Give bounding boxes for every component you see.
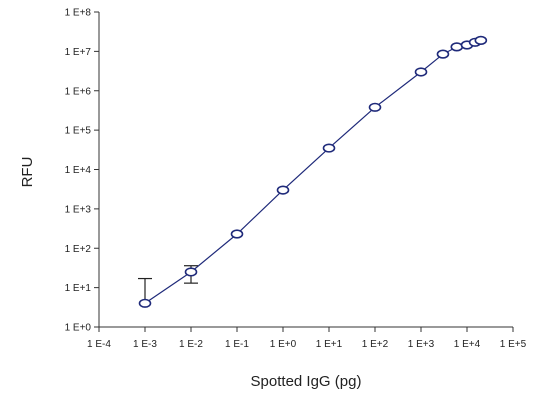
x-tick-label: 1 E-2 (179, 339, 203, 350)
x-tick-label: 1 E+5 (500, 339, 527, 350)
x-tick-label: 1 E-1 (225, 339, 249, 350)
data-point (230, 229, 244, 239)
ticks-layer: 1 E+0 1 E+1 1 E+2 1 E+3 1 E+4 1 E+5 1 E+6 1 E+7… (65, 8, 527, 351)
y-tick-label: 1 E+5 (65, 126, 92, 137)
data-point (138, 298, 152, 308)
data-point (474, 35, 488, 45)
data-point (322, 143, 336, 153)
x-tick-label: 1 E-3 (133, 339, 157, 350)
y-tick-label: 1 E+6 (65, 86, 92, 97)
x-tick-label: 1 E+0 (270, 339, 297, 350)
x-tick-label: 1 E+3 (408, 339, 435, 350)
y-axis-title: RFU (19, 157, 36, 188)
x-tick-label: 1 E-4 (87, 339, 111, 350)
y-tick-label: 1 E+1 (65, 283, 92, 294)
data-point (184, 267, 198, 277)
y-tick-label: 1 E+0 (65, 323, 92, 334)
y-tick-label: 1 E+3 (65, 204, 92, 215)
x-axis-title: Spotted IgG (pg) (251, 373, 362, 390)
y-tick-label: 1 E+8 (65, 8, 92, 19)
y-tick-label: 1 E+4 (65, 165, 92, 176)
data-point (276, 185, 290, 195)
data-point (450, 42, 464, 52)
y-tick-label: 1 E+2 (65, 244, 92, 255)
x-tick-label: 1 E+4 (454, 339, 481, 350)
data-point (414, 67, 428, 77)
data-point (436, 49, 450, 59)
x-tick-label: 1 E+1 (316, 339, 343, 350)
series-layer (138, 35, 488, 308)
x-tick-label: 1 E+2 (362, 339, 389, 350)
data-point (368, 102, 382, 112)
y-tick-label: 1 E+7 (65, 47, 92, 58)
